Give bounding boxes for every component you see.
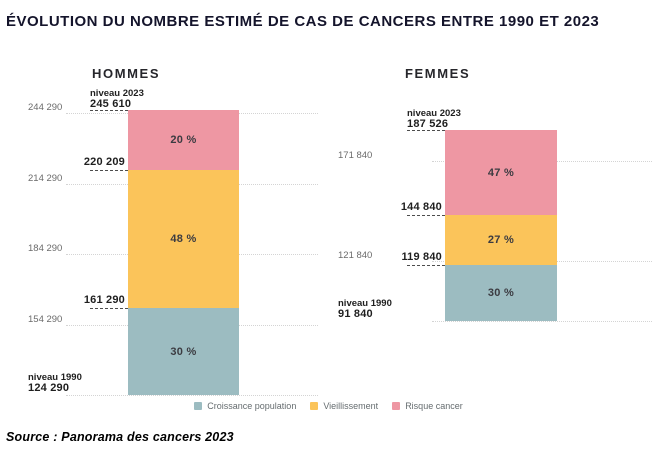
boundary-value-label: 119 840 bbox=[401, 251, 442, 264]
bar-segment-vieillissement: 27 % bbox=[445, 215, 557, 266]
niveau-1990-caption: niveau 1990 bbox=[338, 298, 392, 309]
boundary-value-label: 220 209 bbox=[83, 155, 125, 168]
boundary-tick-line bbox=[90, 169, 128, 171]
axis-tick-label: 171 840 bbox=[338, 150, 373, 162]
niveau-2023-value: 187 526 bbox=[407, 118, 449, 130]
axis-tick-label: 214 290 bbox=[28, 172, 63, 184]
legend-item-label: Vieillissement bbox=[323, 401, 379, 411]
baseline-gridline bbox=[432, 321, 652, 322]
niveau-2023-caption: niveau 2023 bbox=[90, 88, 144, 99]
bar-segment-croissance: 30 % bbox=[128, 308, 239, 395]
axis-tick-label: 244 290 bbox=[28, 102, 63, 114]
boundary-value-label: 161 290 bbox=[83, 294, 125, 307]
group-title-femmes: FEMMES bbox=[405, 66, 471, 81]
bar-segment-vieillissement: 48 % bbox=[128, 169, 239, 309]
legend-item: Croissance population bbox=[194, 401, 296, 411]
legend-swatch-vieillissement bbox=[310, 402, 319, 410]
legend-swatch-risque bbox=[392, 402, 401, 410]
axis-tick-label: 154 290 bbox=[28, 313, 63, 325]
annotation-tick-line bbox=[407, 130, 445, 131]
axis-tick-label: 184 290 bbox=[28, 243, 63, 255]
bar-segment-risque: 20 % bbox=[128, 110, 239, 170]
boundary-tick-line bbox=[407, 265, 445, 267]
legend-item: Risque cancer bbox=[392, 401, 463, 411]
legend-item-label: Risque cancer bbox=[405, 401, 463, 411]
bar-segment-croissance: 30 % bbox=[445, 265, 557, 321]
percent-label: 20 % bbox=[170, 133, 197, 146]
boundary-tick-line bbox=[90, 308, 128, 310]
boundary-tick-line bbox=[407, 215, 445, 217]
group-title-hommes: HOMMES bbox=[92, 66, 161, 81]
boundary-value-label: 144 840 bbox=[400, 201, 442, 214]
source-caption: Source : Panorama des cancers 2023 bbox=[6, 430, 234, 444]
legend-swatch-croissance bbox=[194, 402, 203, 410]
annotation-tick-line bbox=[90, 110, 128, 111]
percent-label: 30 % bbox=[487, 287, 515, 300]
legend-item: Vieillissement bbox=[310, 401, 378, 411]
legend-item-label: Croissance population bbox=[207, 401, 297, 411]
niveau-2023-caption: niveau 2023 bbox=[407, 108, 461, 119]
chart-legend: Croissance population Vieillissement Risqu… bbox=[0, 401, 657, 411]
niveau-1990-value: 124 290 bbox=[28, 382, 70, 394]
niveau-1990-caption: niveau 1990 bbox=[28, 372, 82, 383]
percent-label: 27 % bbox=[487, 234, 515, 247]
percent-label: 48 % bbox=[170, 232, 197, 245]
chart-title: ÉVOLUTION DU NOMBRE ESTIMÉ DE CAS DE CAN… bbox=[6, 13, 600, 30]
percent-label: 47 % bbox=[487, 166, 515, 179]
bar-segment-risque: 47 % bbox=[445, 130, 557, 216]
niveau-2023-value: 245 610 bbox=[90, 98, 132, 110]
axis-tick-label: 121 840 bbox=[338, 250, 373, 262]
percent-label: 30 % bbox=[170, 345, 197, 358]
baseline-gridline bbox=[66, 395, 318, 396]
niveau-1990-value: 91 840 bbox=[338, 308, 373, 320]
